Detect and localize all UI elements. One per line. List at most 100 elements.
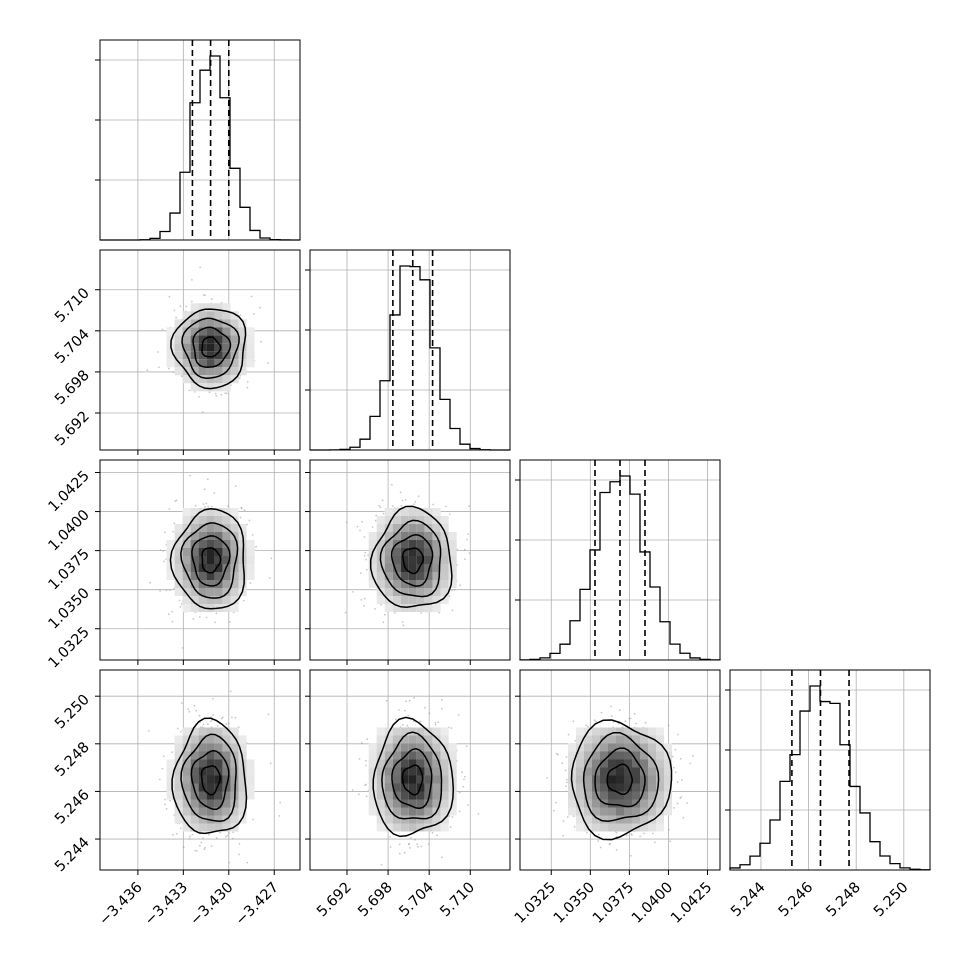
- sample-point: [679, 757, 682, 760]
- density-cell: [198, 311, 207, 320]
- density-cell: [182, 823, 191, 832]
- density-cell: [190, 807, 199, 816]
- sample-point: [204, 846, 206, 849]
- sample-point: [179, 305, 182, 308]
- sample-point: [172, 833, 174, 836]
- density-cell: [230, 508, 239, 516]
- sample-point: [365, 568, 368, 571]
- density-cell: [222, 588, 231, 596]
- density-cell: [608, 751, 616, 760]
- density-cell: [408, 751, 417, 760]
- density-cell: [206, 564, 215, 572]
- sample-point: [417, 845, 419, 848]
- density-cell: [600, 791, 608, 800]
- contour-2: [180, 522, 239, 599]
- sample-point: [403, 851, 406, 854]
- density-cell: [214, 743, 223, 752]
- sample-point: [466, 804, 469, 806]
- density-cell: [408, 580, 417, 588]
- density-cell: [222, 751, 231, 760]
- density-cell: [190, 335, 199, 344]
- sample-point: [572, 720, 575, 723]
- x-tick-label: 1.0400: [629, 880, 676, 927]
- density-cell: [440, 775, 449, 784]
- density-cell: [174, 367, 183, 376]
- sample-point: [417, 495, 420, 498]
- density-cell: [246, 351, 255, 360]
- sample-point: [437, 721, 440, 724]
- density-cell: [384, 783, 393, 792]
- density-cell: [230, 367, 239, 376]
- sample-point: [243, 509, 246, 512]
- panel-frame: [729, 669, 931, 871]
- density-cell: [584, 807, 592, 816]
- density-cell: [640, 815, 648, 824]
- panel-frame: [99, 669, 301, 871]
- density-cell: [198, 815, 207, 824]
- density-cell: [206, 367, 215, 376]
- density-cell: [392, 767, 401, 776]
- sample-point: [365, 558, 367, 561]
- density-cell: [400, 775, 409, 784]
- density-cell: [368, 791, 377, 800]
- density-cell: [376, 759, 385, 768]
- density-cell: [400, 572, 409, 580]
- density-cell: [246, 791, 255, 800]
- sample-point: [402, 624, 405, 627]
- sample-point: [674, 748, 677, 751]
- density-cell: [214, 335, 223, 344]
- density-cell: [448, 532, 457, 540]
- density-cell: [608, 807, 616, 816]
- density-cell: [214, 508, 223, 516]
- density-cell: [392, 735, 401, 744]
- density-cell: [198, 572, 207, 580]
- sample-point: [162, 755, 165, 757]
- density-cell: [608, 759, 616, 768]
- density-cell: [640, 743, 648, 752]
- density-cell: [246, 564, 255, 572]
- density-cell: [592, 823, 600, 832]
- sample-point: [585, 724, 588, 727]
- x-tick-label: 5.698: [355, 880, 396, 921]
- density-cell: [424, 548, 433, 556]
- density-cell: [222, 596, 231, 604]
- density-cell: [408, 815, 417, 824]
- sample-point: [477, 813, 480, 815]
- sample-point: [190, 300, 193, 303]
- density-cell: [600, 783, 608, 792]
- sample-point: [224, 392, 227, 394]
- sample-point: [467, 533, 470, 535]
- sample-point: [365, 795, 368, 798]
- density-cell: [214, 359, 223, 368]
- contour-3: [169, 507, 245, 610]
- density-cell: [432, 580, 441, 588]
- sample-point: [405, 700, 407, 703]
- density-cell: [174, 815, 183, 824]
- density-cell: [576, 823, 584, 832]
- density-cell: [182, 727, 191, 736]
- density-cell: [376, 791, 385, 800]
- density-cell: [376, 524, 385, 532]
- density-cell: [664, 783, 672, 792]
- density-cell: [576, 815, 584, 824]
- contour-3: [170, 308, 247, 390]
- sample-point: [207, 505, 210, 508]
- density-cell: [222, 767, 231, 776]
- sample-point: [173, 522, 176, 525]
- sample-point: [171, 610, 174, 613]
- density-cell: [376, 767, 385, 776]
- sample-point: [445, 505, 447, 508]
- density-cell: [384, 588, 393, 596]
- sample-point: [672, 766, 675, 769]
- density-cell: [600, 727, 608, 736]
- density-cell: [448, 807, 457, 816]
- density-cell: [648, 775, 656, 784]
- sample-point: [195, 709, 198, 712]
- sample-point: [188, 837, 191, 840]
- sample-point: [172, 530, 175, 533]
- density-cell: [206, 588, 215, 596]
- density-cell: [166, 540, 175, 548]
- sample-point: [608, 843, 611, 846]
- density-cell: [656, 751, 664, 760]
